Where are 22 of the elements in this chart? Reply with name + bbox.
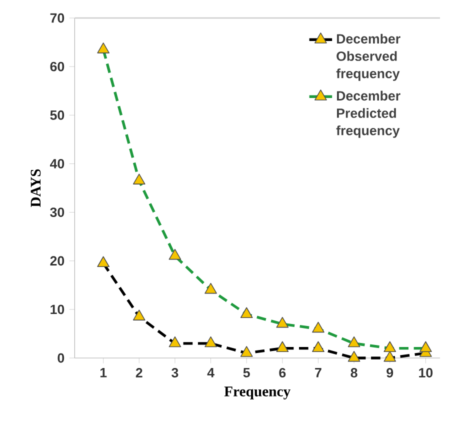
y-tick-label: 50 [50,110,64,120]
x-tick-label: 4 [207,368,214,378]
x-tick-label: 2 [136,368,142,378]
legend-label: December Predicted frequency [336,90,400,138]
y-tick-label: 40 [50,159,64,168]
y-tick-label: 70 [50,13,64,23]
x-tick-label: 5 [243,368,250,378]
x-axis-title: Frequency [224,386,290,400]
x-tick-label: 9 [386,368,394,378]
y-tick-label: 30 [50,208,64,218]
x-tick-label: 10 [419,368,433,378]
x-tick-label: 3 [172,368,178,378]
y-tick-label: 60 [50,62,64,72]
y-tick-label: 0 [58,353,64,363]
legend-label: December Observed frequency [336,34,400,81]
x-tick-label: 8 [350,368,358,378]
x-tick-label: 7 [315,368,322,378]
x-tick-label: 6 [279,368,286,378]
y-tick-label: 10 [50,304,64,314]
y-tick-label: 20 [50,256,64,266]
y-axis-title: DAYS [30,169,41,208]
x-tick-label: 1 [100,368,107,378]
